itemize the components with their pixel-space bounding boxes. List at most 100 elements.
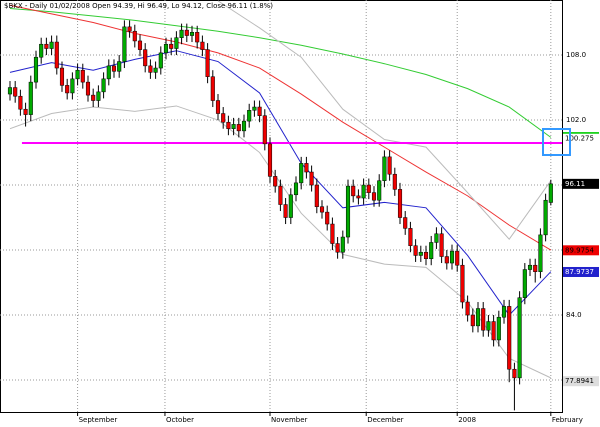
labels: 108.0102.096.090.084.078.0SeptemberOctob… <box>77 51 599 424</box>
candle-body <box>418 251 423 256</box>
candle-body <box>439 233 444 257</box>
candle-body <box>491 321 496 341</box>
price-label-box <box>563 133 599 144</box>
moving-average <box>9 7 552 138</box>
candle-body <box>356 195 361 199</box>
x-tick-label: September <box>79 416 118 424</box>
candle-body <box>184 29 189 36</box>
candle-body <box>527 264 533 270</box>
chart-title: $BKX - Daily 01/02/2008 Open 94.39, Hi 9… <box>4 2 273 10</box>
candle-body <box>533 264 538 272</box>
candle-body <box>340 236 345 253</box>
candle-body <box>288 194 293 218</box>
candle-body <box>80 69 85 83</box>
y-tick-label: 108.0 <box>566 51 586 59</box>
highlight-box <box>542 128 571 156</box>
candle-body <box>335 243 340 253</box>
candle-body <box>434 233 439 243</box>
candle-body <box>65 85 70 94</box>
candle-body <box>304 163 309 173</box>
candle-body <box>314 184 319 207</box>
candle-body <box>278 185 283 205</box>
y-tick-label: 84.0 <box>566 311 582 319</box>
x-tick-label: November <box>271 416 308 424</box>
candle-body <box>39 43 44 58</box>
candle-body <box>189 32 195 36</box>
candle-body <box>153 67 158 73</box>
candle-body <box>517 297 522 379</box>
candle-body <box>200 41 205 50</box>
x-tick-label: 2008 <box>458 416 476 424</box>
candle-body <box>247 110 252 122</box>
candle-body <box>330 223 335 244</box>
candle-body <box>257 106 262 116</box>
candle-body <box>111 65 117 72</box>
candle-body <box>7 87 13 95</box>
candle-body <box>18 95 23 110</box>
candle-body <box>122 26 127 62</box>
candle-body <box>267 143 273 177</box>
candle-body <box>49 41 54 49</box>
candle-body <box>215 100 221 114</box>
candle-body <box>543 199 548 236</box>
candle-body <box>283 204 288 218</box>
candle-body <box>236 124 241 132</box>
candle-body <box>179 29 184 38</box>
candle-body <box>127 26 132 32</box>
candle-body <box>143 49 148 67</box>
candle-body <box>455 250 460 266</box>
candle-body <box>538 234 543 272</box>
candle-body <box>403 217 408 229</box>
moving-average <box>9 4 552 251</box>
candle-body <box>91 94 96 101</box>
candle-body <box>33 56 39 83</box>
candle-body <box>470 314 475 327</box>
candle-body <box>54 41 59 69</box>
price-label: 96.11 <box>565 180 585 188</box>
moving-average <box>9 50 552 316</box>
candle-body <box>231 124 236 129</box>
price-label-box <box>563 245 599 256</box>
candle-body <box>174 37 179 49</box>
candle-body <box>241 120 247 132</box>
candle-body <box>429 242 434 259</box>
y-tick-label: 102.0 <box>566 116 586 124</box>
candle-body <box>299 163 304 184</box>
candle-body <box>361 184 366 199</box>
candle-body <box>319 206 325 213</box>
candle-body <box>262 115 267 145</box>
x-tick-label: October <box>166 416 194 424</box>
price-label-box <box>563 376 599 387</box>
price-label: 100.275 <box>565 135 594 143</box>
candle-body <box>163 43 169 54</box>
candle-body <box>507 306 512 370</box>
candle-body <box>205 49 210 77</box>
candle-body <box>345 185 351 238</box>
candle-body <box>413 245 418 256</box>
candle-body <box>85 81 91 96</box>
candle-body <box>158 52 163 69</box>
candle-body <box>522 269 527 298</box>
candle-body <box>325 211 330 225</box>
candle-body <box>23 108 28 115</box>
plot-frame <box>0 0 563 413</box>
candle-body <box>44 43 49 49</box>
candle-body <box>387 156 392 175</box>
candle-body <box>59 67 65 86</box>
candle-body <box>366 184 371 193</box>
candle-body <box>13 87 18 97</box>
candle-body <box>210 76 215 101</box>
candle-body <box>501 306 507 318</box>
price-label: 87.9737 <box>565 268 594 276</box>
candle-body <box>377 180 382 201</box>
candle-body <box>273 176 278 187</box>
candle-body <box>465 301 470 316</box>
candle-body <box>397 189 403 218</box>
candle-body <box>28 81 33 115</box>
candle-body <box>423 251 429 259</box>
candle-body <box>392 173 397 190</box>
candle-body <box>460 264 465 303</box>
price-label-box <box>563 178 599 189</box>
x-tick-label: December <box>367 416 403 424</box>
